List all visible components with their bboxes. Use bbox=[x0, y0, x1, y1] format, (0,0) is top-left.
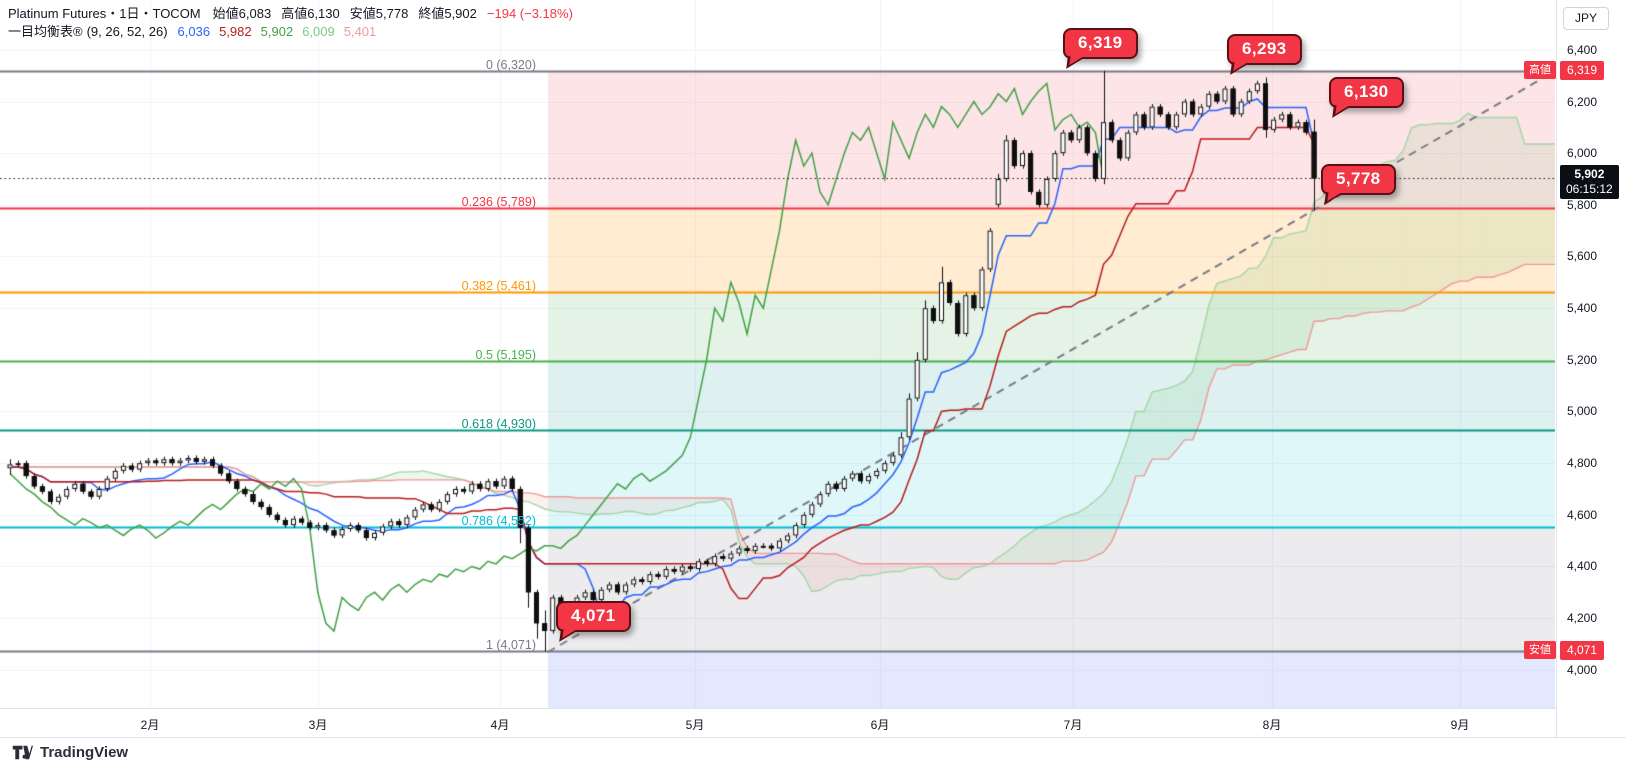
price-callout[interactable]: 6,293 bbox=[1227, 34, 1302, 65]
high-price-axis-badge: 6,319 bbox=[1560, 60, 1605, 80]
time-axis-label: 3月 bbox=[308, 718, 328, 732]
ohlc-field-value: 5,778 bbox=[375, 6, 409, 21]
ohlc-field: 始値6,083 bbox=[213, 6, 272, 21]
price-tick-label: 5,400 bbox=[1567, 301, 1598, 316]
bottom-separator bbox=[0, 737, 1626, 738]
chart-legend: Platinum Futures・1日・TOCOM 始値6,083 高値6,130 安… bbox=[8, 5, 573, 41]
time-axis-label: 9月 bbox=[1450, 718, 1470, 732]
ohlc-field-value: 6,130 bbox=[307, 6, 340, 21]
price-tick-label: 5,000 bbox=[1567, 404, 1598, 419]
current-price-axis-badge: 5,902 06:15:12 bbox=[1560, 165, 1619, 200]
time-axis-label: 5月 bbox=[685, 718, 705, 732]
fib-level-label[interactable]: 0.236 (5,789) bbox=[461, 194, 536, 209]
ohlc-field-value: 6,083 bbox=[238, 6, 272, 21]
price-tick-label: 4,600 bbox=[1567, 507, 1598, 522]
fib-level-label[interactable]: 1 (4,071) bbox=[485, 638, 536, 653]
price-tick-label: 5,800 bbox=[1567, 197, 1598, 212]
price-callout[interactable]: 4,071 bbox=[556, 601, 631, 632]
tradingview-logo-icon bbox=[12, 745, 33, 760]
ohlc-field: 高値6,130 bbox=[281, 6, 340, 21]
price-tick-label: 4,200 bbox=[1567, 611, 1598, 626]
current-price-value: 5,902 bbox=[1574, 167, 1605, 182]
price-tick-label: 4,000 bbox=[1567, 662, 1598, 677]
ohlc-field-label: 始値 bbox=[212, 6, 239, 21]
indicator-value: 5,902 bbox=[260, 24, 294, 39]
indicator-value: 5,401 bbox=[343, 24, 377, 39]
low-price-pill: 安値 bbox=[1524, 641, 1556, 660]
price-tick-label: 6,200 bbox=[1567, 94, 1598, 109]
ohlc-field-label: 安値 bbox=[349, 6, 376, 21]
fib-level-label[interactable]: 0.786 (4,552) bbox=[461, 514, 536, 529]
ohlc-field-label: 終値 bbox=[418, 6, 445, 21]
ohlc-field-value: 5,902 bbox=[444, 6, 477, 21]
price-tick-label: 5,200 bbox=[1567, 352, 1598, 367]
price-callout[interactable]: 6,319 bbox=[1063, 28, 1138, 59]
price-chart-canvas[interactable] bbox=[0, 0, 1555, 708]
currency-toggle-button[interactable]: JPY bbox=[1563, 7, 1609, 30]
time-axis-label: 7月 bbox=[1063, 718, 1083, 732]
high-price-pill: 高値 bbox=[1524, 60, 1556, 79]
fib-level-label[interactable]: 0 (6,320) bbox=[485, 57, 536, 72]
low-price-axis-badge: 4,071 bbox=[1560, 641, 1605, 661]
price-tick-label: 6,000 bbox=[1567, 146, 1598, 161]
price-callout[interactable]: 6,130 bbox=[1329, 77, 1404, 108]
price-tick-label: 5,600 bbox=[1567, 249, 1598, 264]
legend-row-indicator: 一目均衡表® (9, 26, 52, 26) 6,036 5,982 5,902 6,00… bbox=[8, 23, 573, 41]
time-axis-label: 6月 bbox=[870, 718, 890, 732]
price-tick-label: 6,400 bbox=[1567, 42, 1598, 57]
ohlc-field: 終値5,902 bbox=[418, 6, 477, 21]
fib-level-label[interactable]: 0.618 (4,930) bbox=[461, 416, 536, 431]
price-tick-label: 4,400 bbox=[1567, 559, 1598, 574]
time-axis-label: 8月 bbox=[1262, 718, 1282, 732]
indicator-value: 6,036 bbox=[177, 24, 211, 39]
time-axis-label: 4月 bbox=[490, 718, 510, 732]
symbol-title[interactable]: Platinum Futures・1日・TOCOM bbox=[8, 6, 201, 21]
legend-row-symbol: Platinum Futures・1日・TOCOM 始値6,083 高値6,130 安… bbox=[8, 5, 573, 23]
indicator-value: 6,009 bbox=[302, 24, 335, 39]
ohlc-field-label: 高値 bbox=[281, 6, 308, 21]
indicator-params: (9, 26, 52, 26) bbox=[86, 24, 168, 39]
tradingview-attribution[interactable]: TradingView bbox=[12, 744, 128, 761]
tradingview-label: TradingView bbox=[40, 744, 129, 761]
bar-countdown: 06:15:12 bbox=[1566, 182, 1613, 197]
change-value: −194 (−3.18%) bbox=[486, 6, 573, 21]
price-callout[interactable]: 5,778 bbox=[1321, 164, 1396, 195]
fib-level-label[interactable]: 0.382 (5,461) bbox=[461, 279, 536, 294]
price-axis[interactable]: JPY 6,400 6,200 6,000 5,800 5,600 5,400 5,200 5… bbox=[1556, 0, 1626, 738]
fib-level-label[interactable]: 0.5 (5,195) bbox=[475, 348, 536, 363]
indicator-value: 5,982 bbox=[219, 24, 252, 39]
time-axis[interactable]: 2月 3月 4月 5月 6月 7月 8月 9月 bbox=[0, 708, 1556, 737]
price-tick-label: 4,800 bbox=[1567, 456, 1598, 471]
indicator-name[interactable]: 一目均衡表® bbox=[8, 24, 83, 39]
time-axis-label: 2月 bbox=[140, 718, 160, 732]
ohlc-field: 安値5,778 bbox=[350, 6, 409, 21]
